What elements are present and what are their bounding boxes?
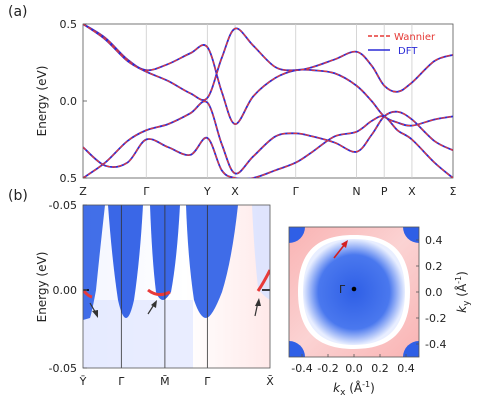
x-tick-label: Z [79,185,87,198]
x-tick-label: X [231,185,239,198]
gamma-label: Γ [339,283,346,296]
arrow-3-head [255,298,261,306]
x-tick-label: P [381,185,388,198]
x-tick-label: M̄ [160,375,170,388]
bulk-continuum-lower [83,300,193,368]
arrow-1-head [92,310,98,318]
y-tick-label: 0.0 [60,95,78,108]
panel-label-a: (a) [8,4,28,20]
x-tick-label: -0.4 [291,362,312,375]
legend-dft-label: DFT [398,46,418,57]
panel-c-xlabel: kx (Å-1) [333,380,375,398]
y-tick-label: 0.2 [425,260,443,273]
x-tick-label: N [352,185,360,198]
y-tick-label: -0.05 [49,362,77,375]
y-tick-label: 0.5 [60,172,78,185]
y-tick-label: -0.4 [425,338,446,351]
wannier-band-line [83,24,453,101]
arrow-2-head [151,300,157,308]
wannier-band-line [83,24,453,127]
map-arrow-head [341,240,348,248]
bulk-cone-gamma2 [186,205,238,318]
panel-a-frame [82,23,454,179]
fermi-surface-map: Γ -0.4 -0.2 0.0 0.2 0.4 0.4 0.2 0.0 -0.2 -0.4 kx… [288,226,472,398]
corner-pocket-tr [403,227,419,243]
y-tick-label: -0.05 [49,199,77,212]
y-tick-label: 0.00 [53,284,78,297]
x-tick-label: Γ [293,185,300,198]
legend: Wannier DFT [368,32,436,57]
x-tick-label: Σ [450,185,457,198]
y-tick-label: 0.5 [60,18,78,31]
x-tick-label: 0.0 [345,362,363,375]
y-tick-label: 0.4 [425,234,443,247]
panel-b-frame [82,204,271,369]
x-tick-label: 0.2 [371,362,389,375]
map-arrow [333,243,346,259]
central-pocket [303,239,405,345]
panel-a-ylabel: Energy (eV) [35,66,49,137]
surface-state-m [147,288,171,297]
gamma-point [351,286,357,292]
x-tick-label: Γ̄ [118,375,125,388]
bulk-cone-y [83,205,105,320]
legend-wannier-label: Wannier [394,32,436,43]
wannier-band-line [83,115,453,178]
x-tick-label: Γ̄ [204,375,211,388]
x-tick-label: X̄ [266,375,274,388]
x-tick-label: Y [203,185,211,198]
x-tick-label: X [408,185,416,198]
panel-c-ylabel: ky (Å-1) [454,271,472,313]
surface-state-y [83,290,93,299]
panel-b-ylabel: Energy (eV) [35,252,49,323]
y-tick-label: 0.0 [425,286,443,299]
band-structure-panel: 0.5 0.0 0.5 Z Γ Y X Γ N P X Σ Energy (eV) Wannier … [35,18,457,198]
corner-pocket-br [403,341,419,357]
x-tick-label: Γ [143,185,150,198]
y-tick-label: -0.2 [425,312,446,325]
panel-label-b: (b) [8,188,28,204]
corner-pocket-tl [289,227,305,243]
wannier-band-line [83,100,453,178]
x-tick-label: -0.2 [317,362,338,375]
corner-pocket-bl [289,341,305,357]
bulk-cone-gamma1 [108,205,143,318]
x-tick-label: Ȳ [79,375,87,388]
surface-spectrum-panel: -0.05 0.00 -0.05 Ȳ Γ̄ M̄ Γ̄ X̄ Energy (eV) [35,199,274,388]
x-tick-label: 0.4 [397,362,415,375]
surface-state-x [256,269,270,292]
